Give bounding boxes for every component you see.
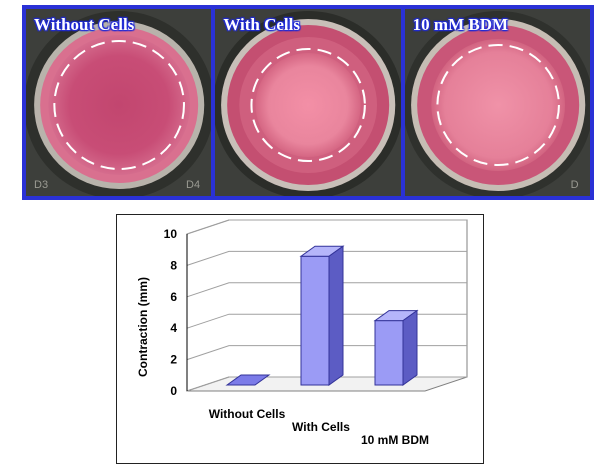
x-tick-label: 10 mM BDM (361, 433, 429, 447)
well-code: D3 (34, 179, 49, 191)
well-code: D (570, 179, 579, 191)
photo-strip: Without Cells D3 D4 With Cells (22, 5, 594, 200)
y-tick-label: 2 (170, 353, 177, 367)
y-tick-label: 4 (170, 321, 177, 335)
well-photo (26, 11, 212, 196)
bar (374, 320, 404, 386)
bar-side (328, 245, 344, 386)
x-tick-label: With Cells (292, 420, 350, 434)
bar (225, 374, 271, 386)
bar (300, 255, 330, 386)
panel-label: 10 mM BDM (412, 15, 509, 34)
y-tick-label: 0 (170, 384, 177, 398)
well-photo (404, 11, 590, 196)
panel-label: Without Cells (34, 15, 135, 34)
gridline (186, 282, 467, 298)
photo-panel-bdm: 10 mM BDM D (404, 9, 590, 196)
photo-panel-with-cells: With Cells (215, 9, 401, 196)
chart-plot: 0 2 4 6 8 10 Without Cells With Cells 10 mM BDM (164, 219, 468, 447)
well-photo (215, 11, 401, 196)
panel-label: With Cells (223, 15, 300, 34)
photo-panel-without-cells: Without Cells D3 D4 (26, 9, 212, 196)
y-tick-label: 6 (170, 290, 177, 304)
y-tick-label: 10 (164, 227, 178, 241)
y-tick-label: 8 (170, 258, 177, 272)
bar-side (402, 309, 418, 386)
well-code: D4 (186, 179, 201, 191)
x-tick-label: Without Cells (209, 407, 286, 421)
gridline (186, 219, 467, 235)
bar-chart: Contraction (mm) 0 2 4 6 8 10 Without Cells Wit… (116, 214, 484, 464)
gridline (186, 250, 467, 266)
